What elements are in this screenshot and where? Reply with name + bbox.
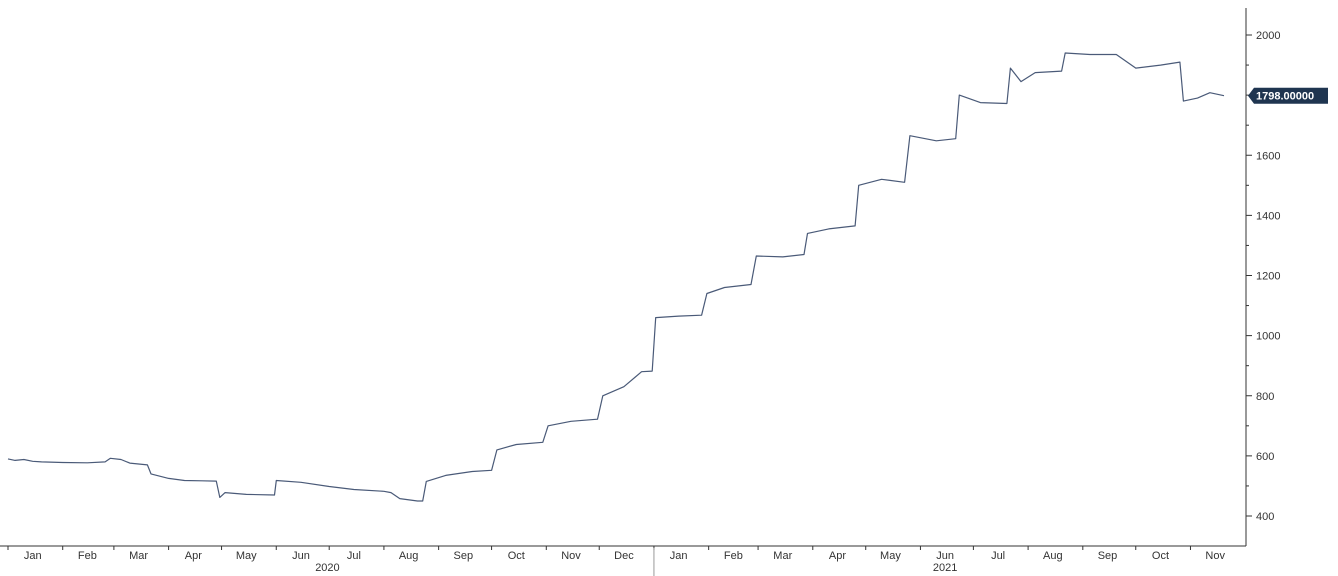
x-year-label: 2021 <box>933 562 957 574</box>
x-tick-label: Mar <box>129 550 148 562</box>
x-tick-label: May <box>880 550 901 562</box>
x-tick-label: Jul <box>991 550 1005 562</box>
y-axis: 4006008001000120014001600180020001798.00… <box>1245 8 1328 546</box>
last-value-badge-bg <box>1248 87 1328 104</box>
x-tick-label: Mar <box>773 550 792 562</box>
x-tick-label: Feb <box>724 550 743 562</box>
x-tick-label: Jan <box>24 550 42 562</box>
x-year-label: 2020 <box>315 562 339 574</box>
y-tick-label: 600 <box>1256 451 1274 463</box>
y-tick-label: 1000 <box>1256 331 1280 343</box>
x-tick-label: Nov <box>1205 550 1225 562</box>
x-tick-label: Oct <box>508 550 525 562</box>
plot-area <box>7 52 1225 502</box>
x-tick-label: Sep <box>454 550 474 562</box>
x-tick-label: Aug <box>399 550 419 562</box>
x-tick-label: Aug <box>1043 550 1063 562</box>
x-tick-label: Jun <box>936 550 954 562</box>
x-tick-label: May <box>236 550 257 562</box>
y-tick-label: 1600 <box>1256 150 1280 162</box>
y-tick-label: 1200 <box>1256 271 1280 283</box>
x-axis: Jan Feb Mar Apr May Jun Jul Aug Sep Oct Nov Dec Jan F… <box>0 545 1246 576</box>
x-tick-label: Feb <box>78 550 97 562</box>
y-tick-label: 400 <box>1256 511 1274 523</box>
x-tick-label: Sep <box>1098 550 1118 562</box>
series-line-0 <box>7 52 1225 502</box>
x-tick-label: Jun <box>292 550 310 562</box>
x-tick-label: Nov <box>561 550 581 562</box>
y-tick-label: 800 <box>1256 391 1274 403</box>
y-tick-label: 2000 <box>1256 30 1280 42</box>
x-tick-label: Jul <box>347 550 361 562</box>
x-tick-label: Apr <box>829 550 846 562</box>
last-value-badge: 1798.00000 <box>1248 87 1328 104</box>
x-tick-label: Dec <box>614 550 634 562</box>
x-tick-label: Apr <box>185 550 202 562</box>
x-tick-label: Jan <box>670 550 688 562</box>
last-value-label: 1798.00000 <box>1256 91 1314 103</box>
x-tick-label: Oct <box>1152 550 1169 562</box>
y-tick-label: 1400 <box>1256 210 1280 222</box>
